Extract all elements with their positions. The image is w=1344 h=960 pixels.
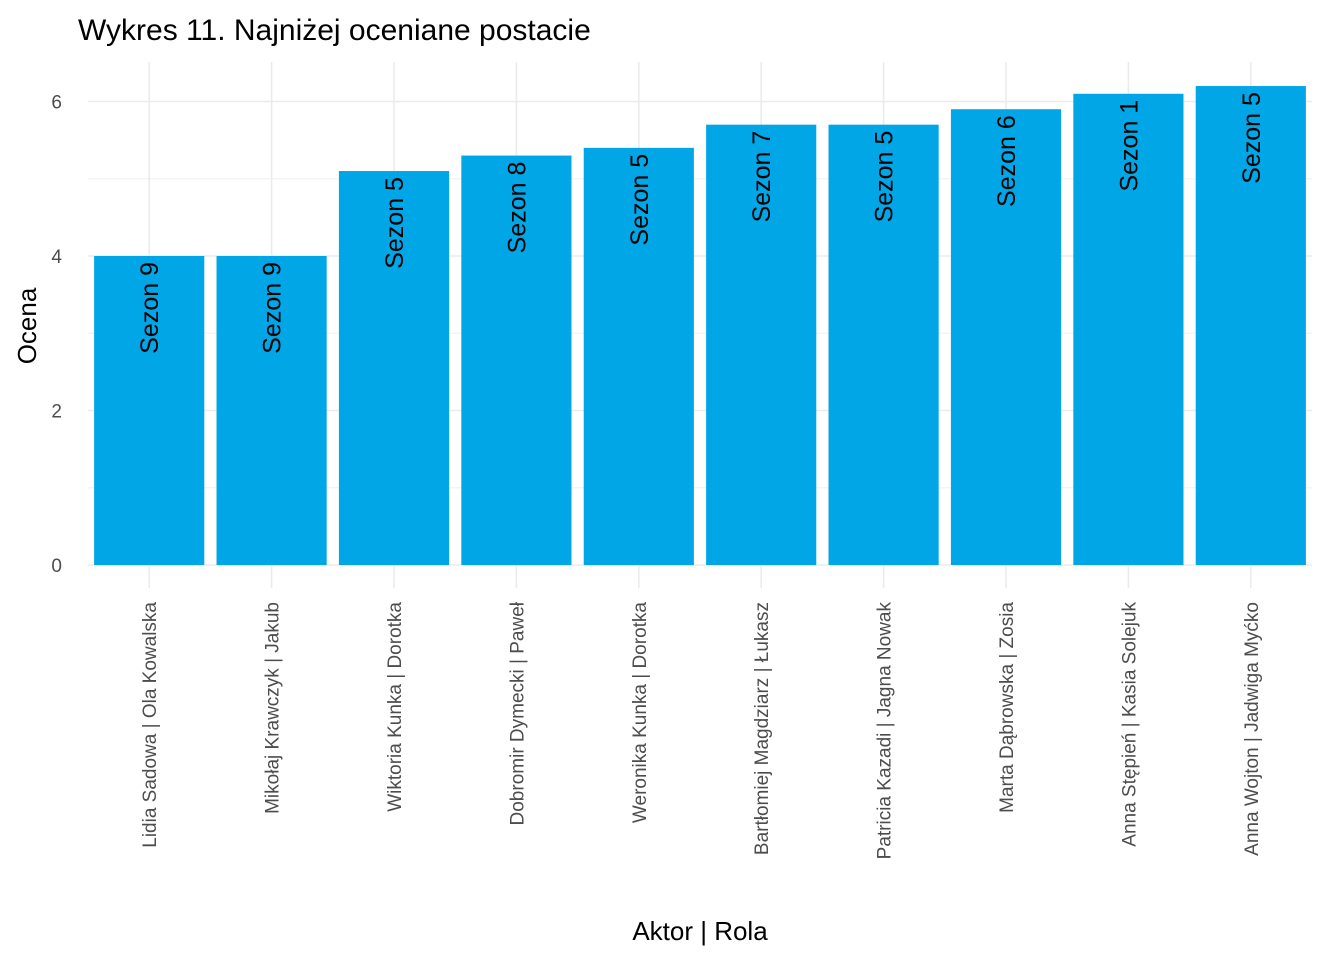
bar-label: Sezon 8 [503, 162, 531, 254]
bar [706, 124, 817, 566]
bar [950, 109, 1062, 565]
bar-label: Sezon 7 [748, 131, 776, 223]
bar-label: Sezon 9 [136, 262, 164, 354]
y-tick-label: 2 [51, 402, 62, 423]
bar-label: Sezon 5 [1238, 92, 1266, 184]
bar [338, 171, 450, 565]
bar-labels: Sezon 9 Sezon 9 Sezon 5 Sezon 8 Sezon 5 Sezon… [136, 92, 1266, 354]
bar [461, 155, 572, 565]
bar [1195, 86, 1306, 566]
bar-label: Sezon 1 [1115, 100, 1143, 192]
y-axis-title: Ocena [12, 287, 42, 364]
bar [94, 256, 205, 565]
x-tick-label: Weronika Kunka | Dorotka [630, 602, 651, 824]
x-tick-label: Mikołaj Krawczyk | Jakub [263, 602, 284, 814]
bar-label: Sezon 6 [993, 115, 1021, 207]
bar [828, 124, 939, 566]
bar [583, 147, 694, 565]
bars [94, 86, 1306, 566]
x-tick-label: Anna Wojton | Jadwiga Myćko [1242, 602, 1263, 856]
x-axis-title: Aktor | Rola [632, 916, 768, 946]
bar-label: Sezon 5 [381, 177, 409, 269]
x-tick-label: Lidia Sadowa | Ola Kowalska [140, 602, 161, 848]
bar-label: Sezon 5 [626, 154, 654, 246]
y-tick-label: 0 [51, 556, 62, 577]
x-tick-label: Dobromir Dymecki | Paweł [507, 601, 528, 825]
chart-title: Wykres 11. Najniżej oceniane postacie [78, 14, 591, 47]
bar [216, 256, 327, 565]
x-tick-label: Marta Dąbrowska | Zosia [997, 602, 1018, 813]
bar-label: Sezon 5 [871, 131, 899, 223]
x-axis-ticks: Lidia Sadowa | Ola Kowalska Mikołaj Krawc… [140, 601, 1263, 859]
bar-label: Sezon 9 [259, 262, 287, 354]
x-tick-label: Patricia Kazadi | Jagna Nowak [875, 602, 896, 860]
x-tick-label: Wiktoria Kunka | Dorotka [385, 602, 406, 812]
y-tick-label: 6 [51, 93, 62, 114]
y-tick-label: 4 [51, 247, 62, 268]
x-tick-label: Anna Stępień | Kasia Solejuk [1119, 602, 1140, 847]
bar [1073, 93, 1184, 566]
x-tick-label: Bartłomiej Magdziarz | Łukasz [752, 602, 773, 855]
y-axis-ticks: 0 2 4 6 [51, 93, 62, 578]
